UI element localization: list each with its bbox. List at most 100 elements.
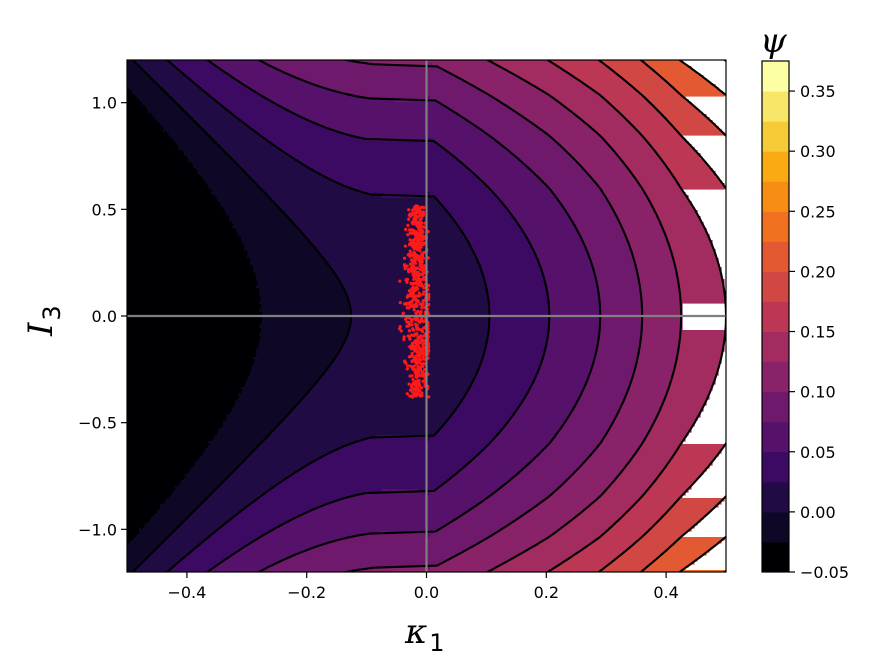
heatmap-cell (127, 540, 131, 544)
heatmap-cell (670, 381, 716, 385)
scatter-point (414, 370, 418, 374)
heatmap-cell (640, 186, 680, 190)
heatmap-cell (595, 450, 638, 454)
heatmap-cell (127, 225, 233, 229)
x-axis: −0.4 −0.2 0.0 0.2 0.4 (167, 572, 679, 602)
heatmap-cell (511, 522, 569, 526)
heatmap-cell (448, 558, 512, 562)
heatmap-cell (145, 522, 182, 526)
heatmap-cell (127, 129, 164, 133)
heatmap-cell (427, 138, 434, 142)
heatmap-cell (517, 111, 572, 115)
heatmap-cell (487, 345, 548, 349)
scatter-point (409, 303, 413, 307)
heatmap-cell (298, 114, 461, 118)
heatmap-cell (550, 135, 602, 139)
heatmap-cell (127, 306, 260, 310)
heatmap-cell (256, 348, 341, 352)
heatmap-cell (490, 324, 551, 328)
scatter-point (422, 205, 426, 210)
heatmap-cell (667, 462, 713, 466)
scatter-point (422, 361, 426, 365)
heatmap-cell (196, 546, 245, 550)
scatter-point (402, 263, 407, 267)
heatmap-cell (127, 117, 155, 121)
heatmap-cell (223, 105, 281, 109)
heatmap-cell (439, 102, 503, 106)
heatmap-cell (127, 102, 143, 106)
heatmap-cell (160, 123, 200, 127)
heatmap-cell (628, 237, 668, 241)
scatter-point (416, 335, 420, 339)
heatmap-cell (670, 123, 716, 127)
heatmap-cell (349, 306, 491, 310)
heatmap-cell (667, 240, 713, 244)
heatmap-cell (568, 153, 617, 157)
heatmap-cell (127, 477, 185, 481)
heatmap-cell (226, 558, 284, 562)
heatmap-cell (292, 219, 455, 223)
heatmap-cell (598, 570, 641, 572)
heatmap-cell (127, 183, 206, 187)
y-axis: −1.0−0.50.00.51.0 (78, 94, 127, 539)
heatmap-cell (541, 366, 593, 370)
heatmap-cell (154, 117, 194, 121)
heatmap-cell (178, 483, 221, 487)
heatmap-cell (646, 195, 689, 199)
heatmap-cell (514, 411, 572, 415)
heatmap-cell (313, 546, 473, 550)
heatmap-cell (253, 450, 332, 454)
heatmap-cell (511, 558, 569, 562)
heatmap-cell (334, 129, 482, 133)
heatmap-cell (127, 534, 137, 538)
heatmap-cell (130, 90, 167, 94)
heatmap-cell (595, 360, 638, 364)
heatmap-cell (619, 555, 659, 559)
heatmap-cell (298, 552, 461, 556)
heatmap-cell (238, 465, 305, 469)
heatmap-cell (646, 531, 686, 535)
heatmap-cell (592, 366, 635, 370)
heatmap-cell (607, 432, 650, 436)
scatter-point (421, 211, 425, 215)
heatmap-cell (607, 429, 650, 433)
heatmap-cell (139, 66, 176, 70)
scatter-point (421, 269, 425, 273)
heatmap-cell (274, 66, 440, 70)
scatter-point (408, 238, 412, 242)
heatmap-cell (277, 561, 443, 565)
heatmap-cell (487, 294, 548, 298)
heatmap-cell (547, 132, 599, 136)
heatmap-cell (562, 426, 611, 430)
heatmap-cell (643, 324, 683, 328)
heatmap-cell (175, 486, 218, 490)
heatmap-cell (349, 495, 491, 499)
heatmap-cell (256, 276, 338, 280)
heatmap-cell (127, 510, 158, 514)
heatmap-cell (511, 417, 569, 421)
heatmap-cell (535, 255, 590, 259)
heatmap-cell (133, 60, 170, 64)
heatmap-cell (571, 219, 620, 223)
heatmap-cell (445, 105, 509, 109)
heatmap-cell (346, 291, 488, 295)
heatmap-cell (637, 264, 677, 268)
heatmap-cell (625, 513, 665, 517)
heatmap-cell (601, 534, 644, 538)
scatter-point (417, 291, 421, 295)
heatmap-cell (349, 570, 488, 572)
scatter-point (421, 234, 425, 238)
heatmap-cell (127, 333, 260, 337)
scatter-point (415, 324, 419, 328)
scatter-point (420, 317, 424, 321)
heatmap-cell (601, 324, 644, 328)
heatmap-cell (127, 555, 149, 559)
heatmap-cell (679, 498, 725, 502)
heatmap-cell (193, 117, 239, 121)
heatmap-cell (187, 75, 233, 79)
scatter-point (413, 215, 417, 219)
scatter-point (408, 254, 412, 258)
heatmap-cell (502, 486, 560, 490)
heatmap-cell (652, 525, 695, 529)
heatmap-cell (307, 165, 467, 169)
